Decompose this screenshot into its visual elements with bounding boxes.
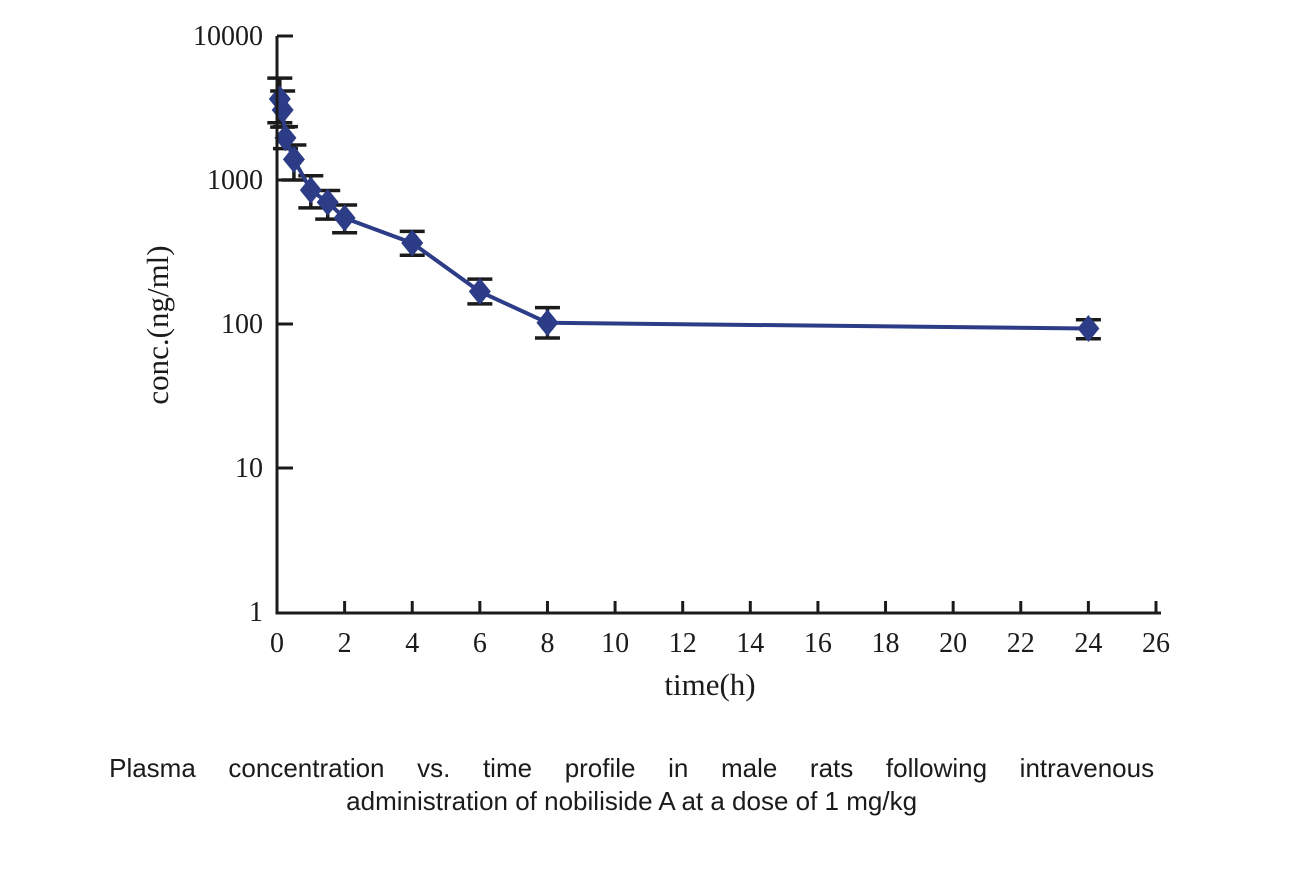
- x-tick-label: 0: [270, 628, 284, 659]
- y-tick-label: 100: [221, 309, 263, 340]
- data-markers-group: [268, 85, 1100, 343]
- data-point-marker: [536, 309, 559, 337]
- caption-line-2: administration of nobiliside A at a dose…: [346, 786, 918, 816]
- caption-line-1: Plasma concentration vs. time profile in…: [109, 753, 1155, 783]
- x-tick-label: 12: [669, 628, 697, 659]
- data-point-marker: [282, 145, 305, 173]
- y-tick-label: 10: [235, 453, 263, 484]
- axis-frame: [275, 36, 1161, 615]
- data-point-marker: [468, 278, 491, 306]
- x-tick-label: 6: [473, 628, 487, 659]
- x-tick-label: 26: [1142, 628, 1170, 659]
- x-tick-label: 8: [540, 628, 554, 659]
- y-axis-title: conc.(ng/ml): [140, 245, 175, 404]
- y-tick-label: 1: [249, 597, 263, 628]
- x-tick-label: 10: [601, 628, 629, 659]
- x-tick-label: 18: [872, 628, 900, 659]
- y-tick-label: 1000: [207, 165, 263, 196]
- x-tick-label: 14: [736, 628, 764, 659]
- data-point-marker: [401, 229, 424, 257]
- error-bars-group: [267, 76, 1101, 341]
- series-line: [277, 98, 1089, 331]
- data-point-marker: [316, 188, 339, 216]
- data-point-marker: [333, 204, 356, 232]
- data-point-marker: [1077, 315, 1100, 343]
- x-tick-label: 22: [1007, 628, 1035, 659]
- data-point-marker: [299, 176, 322, 204]
- x-tick-label: 16: [804, 628, 832, 659]
- x-tick-label: 4: [405, 628, 419, 659]
- figure-caption: Plasma concentration vs. time profile in…: [109, 752, 1154, 818]
- series-line-group: [277, 98, 1089, 331]
- x-axis-title: time(h): [664, 667, 755, 702]
- x-tick-label: 20: [939, 628, 967, 659]
- y-tick-label: 10000: [193, 21, 263, 52]
- x-tick-label: 2: [338, 628, 352, 659]
- x-tick-label: 24: [1074, 628, 1102, 659]
- data-point-marker: [274, 124, 297, 152]
